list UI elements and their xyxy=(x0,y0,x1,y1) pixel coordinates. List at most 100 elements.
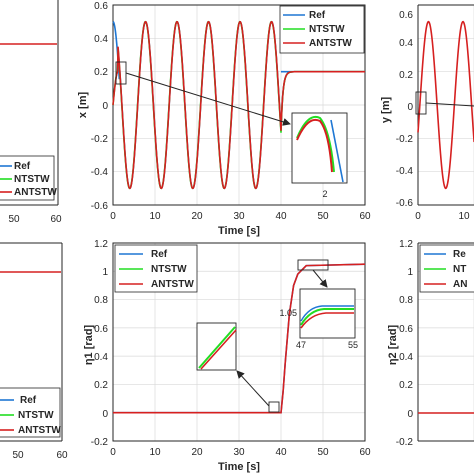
e1-ytick-0: 1.2 xyxy=(94,239,108,250)
eta1-ylabel: η1 [rad] xyxy=(83,324,95,365)
e1-ytick-7: -0.2 xyxy=(91,437,109,448)
eta1-x-ticks: 0 10 20 30 40 50 60 xyxy=(110,447,371,458)
eta1-axes-box xyxy=(112,242,366,442)
e1-ytick-4: 0.4 xyxy=(94,352,108,363)
eta1-inset-top-ref xyxy=(300,305,354,322)
eta2-ylabel: η2 [rad] xyxy=(387,324,399,365)
left-bottom-legend-ntstw: NTSTW xyxy=(18,410,54,421)
x-position-x-ticks: 0 10 20 30 40 50 60 xyxy=(110,211,371,222)
left-top-legend-ref: Ref xyxy=(14,161,31,172)
eta2-legend-antstw: AN xyxy=(453,279,467,290)
e2-ytick-0: 1.2 xyxy=(399,239,413,250)
x-legend-ref: Ref xyxy=(309,10,326,21)
eta2-legend: Re NT AN xyxy=(419,244,474,293)
panel-eta1: 1.2 1 0.8 0.6 0.4 0.2 0 -0.2 0 10 20 30 … xyxy=(83,239,371,473)
x-xtick-30: 30 xyxy=(233,211,245,222)
e1-ytick-6: 0 xyxy=(102,409,108,420)
y-ytick-4: -0.2 xyxy=(396,134,414,145)
x-zoom-arrow xyxy=(125,72,291,126)
eta1-inset-bottom-antstw xyxy=(200,329,237,370)
x-inset-ntstw-line xyxy=(296,116,335,173)
x-legend-ntstw: NTSTW xyxy=(309,24,345,35)
x-ytick-0: 0.6 xyxy=(94,1,108,12)
y-ytick-6: -0.6 xyxy=(396,198,414,209)
e1-xtick-20: 20 xyxy=(191,447,203,458)
eta1-inset-top-ntstw xyxy=(300,308,354,326)
x-xtick-10: 10 xyxy=(149,211,161,222)
y-ytick-1: 0.4 xyxy=(399,38,413,49)
x-inset: 2 xyxy=(291,112,348,199)
x-ytick-5: -0.4 xyxy=(91,167,109,178)
y-zoom-arrow xyxy=(425,102,474,107)
e1-ytick-1: 1 xyxy=(102,267,108,278)
x-xtick-0: 0 xyxy=(110,211,116,222)
eta1-zoom-arrow-bottom xyxy=(236,370,270,407)
left-bottom-legend: Ref NTSTW ANTSTW xyxy=(0,387,61,438)
left-bottom-xtick-60: 60 xyxy=(56,450,68,461)
x-series-antstw-line xyxy=(112,20,365,190)
x-ytick-2: 0.2 xyxy=(94,67,108,78)
x-xtick-60: 60 xyxy=(359,211,371,222)
left-bottom-legend-ref: Ref xyxy=(20,395,37,406)
e1-ytick-2: 0.8 xyxy=(94,295,108,306)
x-inset-ref-line xyxy=(330,119,344,183)
panel-y-position: 0.6 0.4 0.2 0 -0.2 -0.4 -0.6 0 10 y [m] xyxy=(380,4,474,222)
eta1-zoom-box-bottom xyxy=(268,401,280,413)
eta1-legend-antstw: ANTSTW xyxy=(151,279,194,290)
eta1-series-antstw-line xyxy=(113,263,366,414)
y-position-y-ticks: 0.6 0.4 0.2 0 -0.2 -0.4 -0.6 xyxy=(396,10,414,209)
eta1-inset-top-xtick-55: 55 xyxy=(348,340,358,350)
e2-ytick-7: -0.2 xyxy=(396,437,414,448)
e2-ytick-4: 0.4 xyxy=(399,352,413,363)
e1-xtick-60: 60 xyxy=(359,447,371,458)
left-bottom-legend-antstw: ANTSTW xyxy=(18,425,61,436)
left-top-legend-antstw: ANTSTW xyxy=(14,187,57,198)
y-ytick-3: 0 xyxy=(407,102,413,113)
e1-xtick-50: 50 xyxy=(317,447,329,458)
y-xtick-0: 0 xyxy=(415,211,421,222)
eta1-inset-top-antstw xyxy=(300,312,354,329)
eta1-inset-bottom-ntstw xyxy=(198,326,236,369)
left-top-legend: Ref NTSTW ANTSTW xyxy=(0,155,57,201)
eta1-inset-bottom xyxy=(196,322,237,371)
left-top-xtick-50: 50 xyxy=(8,214,20,225)
left-top-xtick-60: 60 xyxy=(50,214,62,225)
eta2-legend-ref: Re xyxy=(453,249,466,260)
x-ytick-6: -0.6 xyxy=(91,201,109,212)
y-position-ylabel: y [m] xyxy=(380,97,392,124)
eta1-inset-top: 1.05 47 55 xyxy=(279,288,358,350)
x-ytick-3: 0 xyxy=(102,101,108,112)
e1-xtick-30: 30 xyxy=(233,447,245,458)
x-position-y-ticks: 0.6 0.4 0.2 0 -0.2 -0.4 -0.6 xyxy=(91,1,109,212)
eta1-inset-top-ytick: 1.05 xyxy=(279,308,297,318)
eta2-y-ticks: 1.2 1 0.8 0.6 0.4 0.2 0 -0.2 xyxy=(396,239,414,448)
x-xtick-20: 20 xyxy=(191,211,203,222)
e1-xtick-40: 40 xyxy=(275,447,287,458)
y-ytick-5: -0.4 xyxy=(396,166,414,177)
panel-left-top: 50 60 Ref NTSTW ANTSTW xyxy=(0,0,62,225)
panel-eta2: 1.2 1 0.8 0.6 0.4 0.2 0 -0.2 η2 [rad] Re… xyxy=(387,239,474,448)
eta1-legend: Ref NTSTW ANTSTW xyxy=(114,244,198,293)
eta1-legend-ntstw: NTSTW xyxy=(151,264,187,275)
x-position-ylabel: x [m] xyxy=(77,92,89,119)
y-ytick-0: 0.6 xyxy=(399,10,413,21)
e1-ytick-3: 0.6 xyxy=(94,324,108,335)
x-inset-tick: 2 xyxy=(322,189,327,199)
x-legend: Ref NTSTW ANTSTW xyxy=(279,5,365,54)
eta1-zoom-arrow-top xyxy=(312,269,328,288)
x-inset-antstw-line xyxy=(296,118,333,173)
left-bottom-xtick-50: 50 xyxy=(12,450,24,461)
x-ytick-1: 0.4 xyxy=(94,34,108,45)
e2-ytick-6: 0 xyxy=(407,409,413,420)
e2-ytick-3: 0.6 xyxy=(399,324,413,335)
e2-ytick-5: 0.2 xyxy=(399,380,413,391)
eta1-y-ticks: 1.2 1 0.8 0.6 0.4 0.2 0 -0.2 xyxy=(91,239,109,448)
x-xtick-50: 50 xyxy=(317,211,329,222)
e1-ytick-5: 0.2 xyxy=(94,380,108,391)
e1-xtick-0: 0 xyxy=(110,447,116,458)
y-ytick-2: 0.2 xyxy=(399,70,413,81)
e1-xtick-10: 10 xyxy=(149,447,161,458)
panel-x-position: 0.6 0.4 0.2 0 -0.2 -0.4 -0.6 0 10 20 30 … xyxy=(77,1,371,237)
y-series-antstw-line xyxy=(417,20,474,190)
